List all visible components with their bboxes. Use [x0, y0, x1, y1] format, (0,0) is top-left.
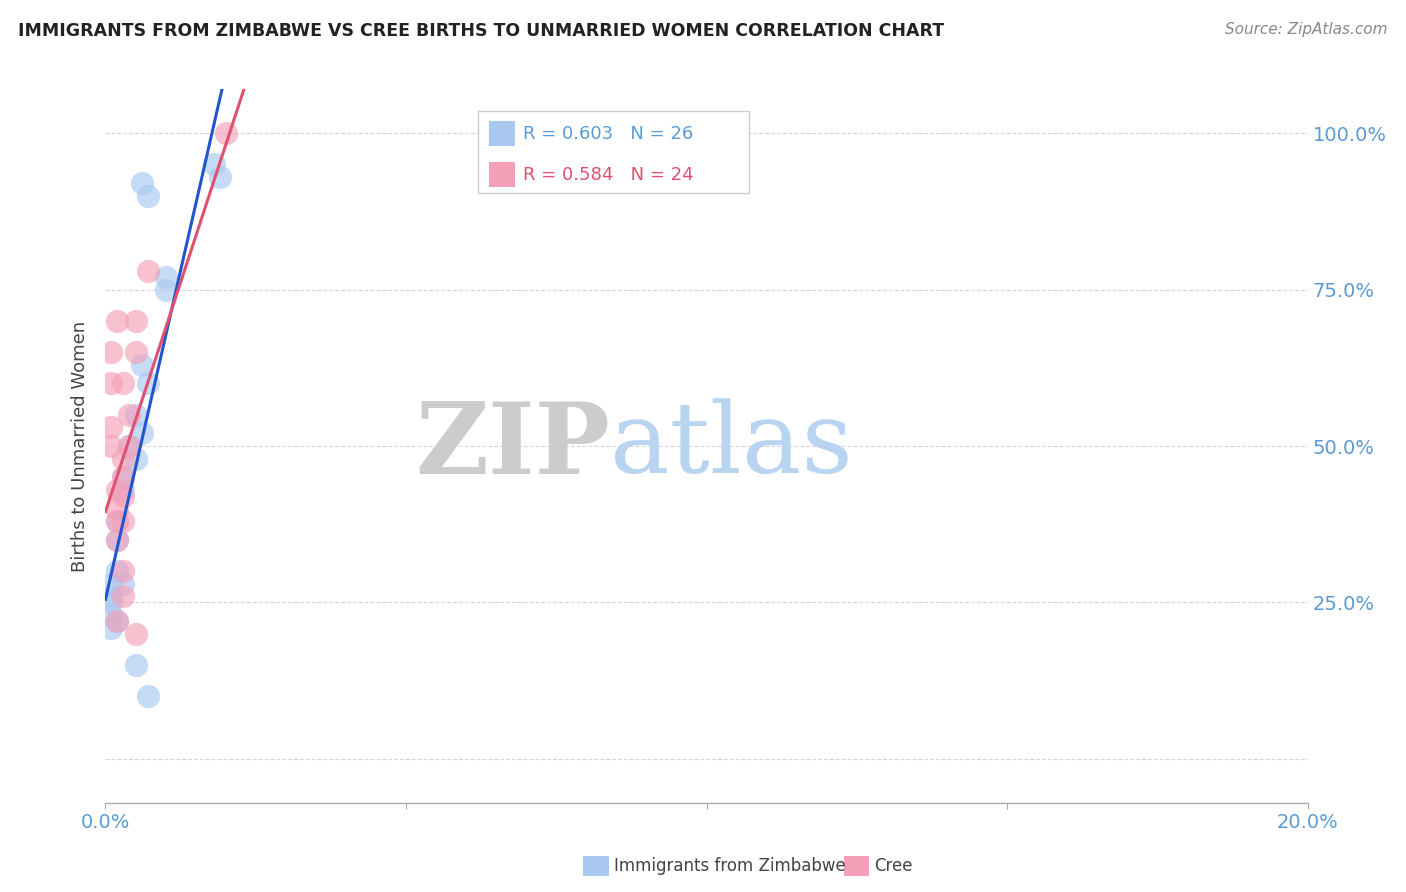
Point — [112, 489, 135, 503]
Point — [107, 614, 129, 628]
Text: atlas: atlas — [610, 398, 853, 494]
Point — [100, 595, 122, 609]
Point — [100, 621, 122, 635]
Point — [100, 576, 122, 591]
Point — [112, 451, 135, 466]
Point — [124, 314, 146, 328]
Point — [112, 470, 135, 484]
Point — [107, 564, 129, 578]
Point — [136, 690, 159, 704]
Point — [107, 514, 129, 528]
Text: R = 0.584   N = 24: R = 0.584 N = 24 — [523, 166, 693, 184]
Text: R = 0.603   N = 26: R = 0.603 N = 26 — [523, 125, 693, 143]
Point — [131, 426, 153, 441]
Point — [112, 470, 135, 484]
Point — [124, 345, 146, 359]
Point — [202, 157, 225, 171]
Text: IMMIGRANTS FROM ZIMBABWE VS CREE BIRTHS TO UNMARRIED WOMEN CORRELATION CHART: IMMIGRANTS FROM ZIMBABWE VS CREE BIRTHS … — [18, 22, 945, 40]
Point — [107, 483, 129, 497]
Point — [112, 576, 135, 591]
Point — [131, 358, 153, 372]
Point — [136, 376, 159, 391]
Y-axis label: Births to Unmarried Women: Births to Unmarried Women — [72, 320, 90, 572]
Point — [214, 126, 236, 140]
Point — [107, 533, 129, 547]
Text: Immigrants from Zimbabwe: Immigrants from Zimbabwe — [614, 857, 846, 875]
Point — [100, 589, 122, 603]
Point — [208, 169, 231, 184]
Point — [118, 408, 141, 422]
Point — [100, 439, 122, 453]
Point — [118, 439, 141, 453]
Point — [100, 376, 122, 391]
Point — [107, 514, 129, 528]
Point — [107, 314, 129, 328]
Point — [136, 188, 159, 202]
Point — [118, 439, 141, 453]
Point — [112, 589, 135, 603]
Point — [100, 345, 122, 359]
Text: Source: ZipAtlas.com: Source: ZipAtlas.com — [1225, 22, 1388, 37]
Point — [131, 176, 153, 190]
Point — [112, 483, 135, 497]
Text: ZIP: ZIP — [415, 398, 610, 494]
Point — [136, 264, 159, 278]
Point — [112, 564, 135, 578]
Point — [107, 501, 129, 516]
Text: Cree: Cree — [875, 857, 912, 875]
Point — [155, 283, 177, 297]
Point — [155, 270, 177, 285]
Point — [124, 408, 146, 422]
Point — [124, 658, 146, 673]
Point — [124, 627, 146, 641]
Point — [124, 451, 146, 466]
Point — [100, 420, 122, 434]
Point — [112, 376, 135, 391]
Point — [100, 607, 122, 622]
Point — [112, 514, 135, 528]
Point — [107, 533, 129, 547]
Point — [107, 614, 129, 628]
